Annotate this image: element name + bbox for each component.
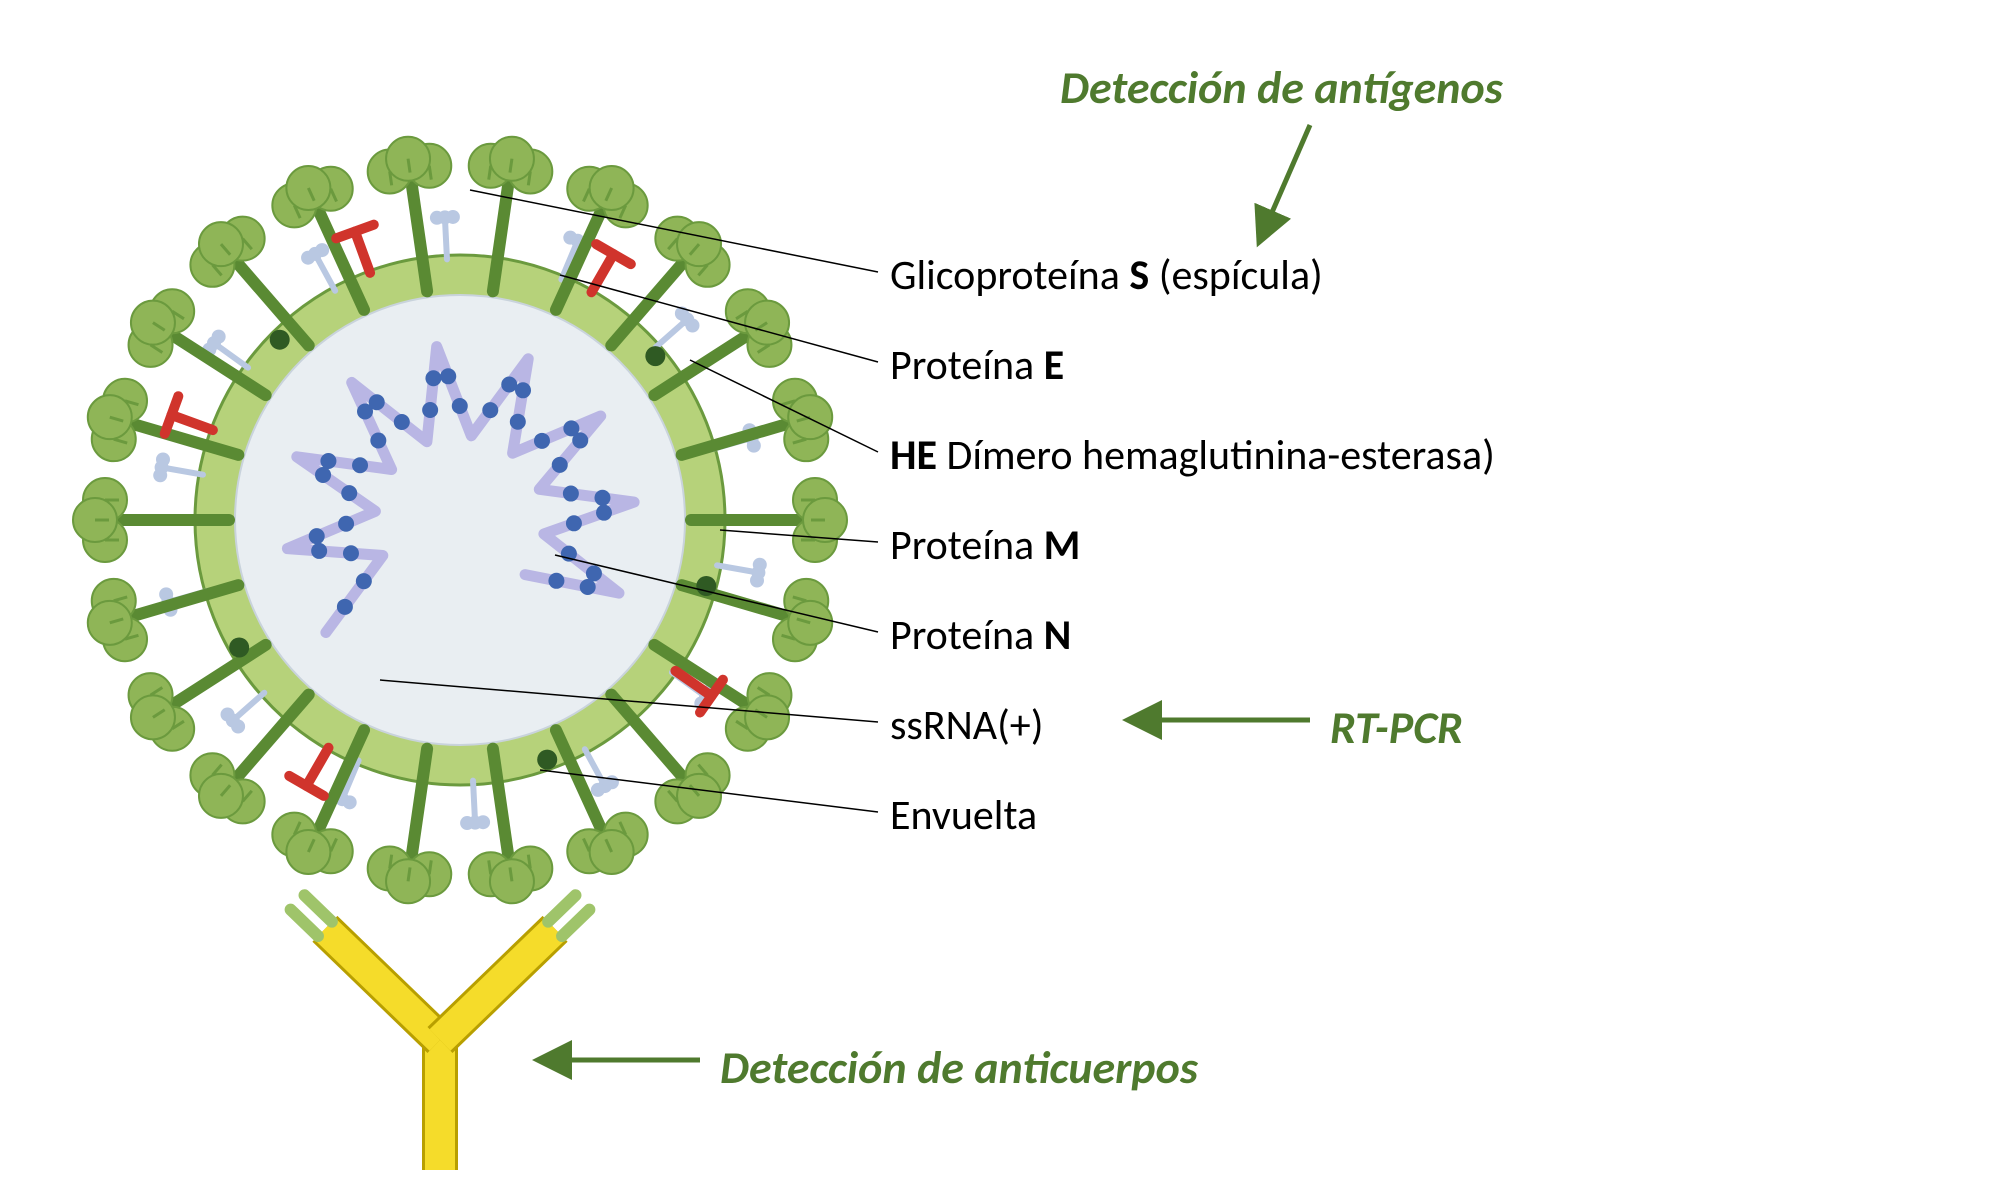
- label-pre: Proteína: [890, 340, 1044, 391]
- accent-deteccion-antigenos: Detección de antígenos: [1060, 60, 1503, 116]
- label-glicoproteina-s: Glicoproteína S (espícula): [890, 250, 1323, 301]
- accent-rt-pcr: RT-PCR: [1330, 700, 1463, 756]
- label-envuelta: Envuelta: [890, 790, 1037, 841]
- label-bold: HE: [890, 430, 937, 481]
- accent-deteccion-anticuerpos: Detección de anticuerpos: [720, 1040, 1198, 1096]
- label-pre: Glicoproteína: [890, 250, 1129, 301]
- label-bold: E: [1044, 340, 1065, 391]
- label-he-dimer: HE Dímero hemaglutinina-esterasa): [890, 430, 1495, 481]
- label-pre: Envuelta: [890, 790, 1037, 841]
- label-ssrna: ssRNA(+): [890, 700, 1043, 751]
- label-bold: N: [1044, 610, 1072, 661]
- label-bold: S: [1129, 250, 1149, 301]
- diagram-svg: [0, 0, 2000, 1200]
- label-proteina-n: Proteína N: [890, 610, 1071, 661]
- label-post: Dímero hemaglutinina-esterasa): [937, 430, 1495, 481]
- label-proteina-e: Proteína E: [890, 340, 1064, 391]
- label-pre: Proteína: [890, 610, 1044, 661]
- label-pre: ssRNA(+): [890, 700, 1043, 751]
- diagram-canvas: Glicoproteína S (espícula) Proteína E HE D…: [0, 0, 2000, 1200]
- label-proteina-m: Proteína M: [890, 520, 1080, 571]
- label-bold: M: [1044, 520, 1081, 571]
- label-pre: Proteína: [890, 520, 1044, 571]
- label-post: (espícula): [1149, 250, 1323, 301]
